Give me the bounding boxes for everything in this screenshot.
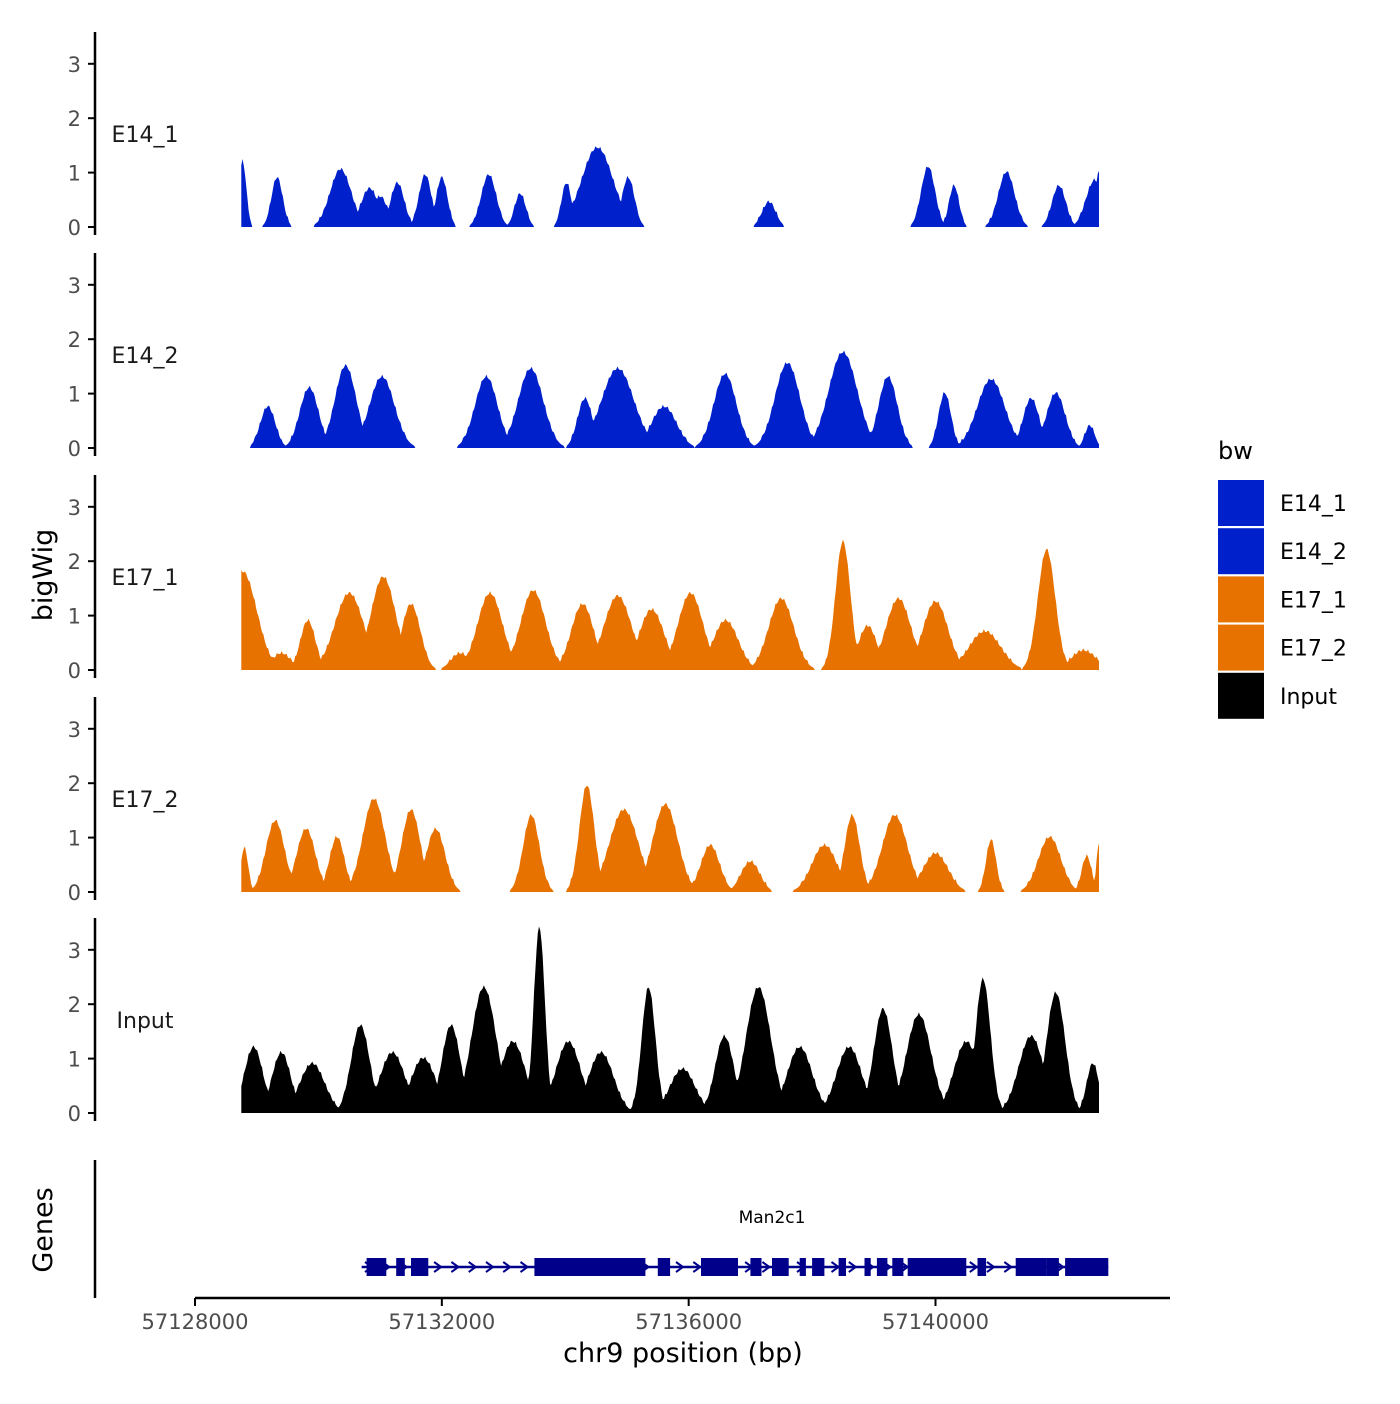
- legend-swatch: [1218, 672, 1264, 719]
- strand-arrow: [848, 1261, 858, 1273]
- y-tick-label: 3: [68, 53, 81, 77]
- exon-block: [907, 1258, 967, 1276]
- legend-entry-e17-1: E17_1: [1218, 576, 1347, 623]
- gene-man2c1: Man2c1: [361, 1208, 1109, 1276]
- legend-entry-input: Input: [1218, 672, 1337, 719]
- y-tick-label: 1: [68, 605, 81, 629]
- y-tick-label: 0: [68, 1102, 81, 1126]
- exon-block: [396, 1258, 405, 1276]
- track-e14-2: 0 1 2 3 E14_2: [68, 253, 1100, 461]
- coverage-area-e14-1: [241, 146, 1100, 227]
- y-tick-label: 0: [68, 659, 81, 683]
- track-label: Input: [117, 1009, 174, 1034]
- strand-arrow: [830, 1261, 841, 1273]
- legend-label: E17_2: [1280, 637, 1347, 662]
- coverage-area-input: [241, 926, 1100, 1113]
- exon-block: [750, 1258, 762, 1276]
- track-label: E17_2: [112, 788, 179, 813]
- y-tick-label: 2: [68, 328, 81, 352]
- exon-block: [411, 1258, 429, 1276]
- exon-block: [534, 1258, 630, 1276]
- exon-block: [864, 1258, 871, 1276]
- y-tick-label: 1: [68, 827, 81, 851]
- exon-block: [838, 1258, 846, 1276]
- y-tick-label: 3: [68, 274, 81, 298]
- strand-arrow: [433, 1261, 443, 1273]
- track-label: E17_1: [112, 566, 179, 591]
- y-tick-label: 1: [68, 162, 81, 186]
- exon-block: [876, 1258, 888, 1276]
- y-tick-label: 2: [68, 550, 81, 574]
- strand-arrow: [1003, 1261, 1014, 1273]
- exon-block: [892, 1258, 904, 1276]
- strand-arrow: [986, 1261, 996, 1273]
- legend-label: E14_1: [1280, 492, 1347, 517]
- x-tick-label: 57128000: [142, 1310, 249, 1334]
- legend-label: Input: [1280, 685, 1337, 710]
- legend-swatch: [1218, 624, 1264, 671]
- legend-entry-e14-1: E14_1: [1218, 480, 1347, 526]
- y-tick-label: 0: [68, 216, 81, 240]
- legend-swatch: [1218, 528, 1264, 575]
- y-tick-label: 2: [68, 993, 81, 1017]
- strand-arrow: [485, 1261, 495, 1273]
- x-axis-title: chr9 position (bp): [563, 1338, 803, 1369]
- y-tick-label: 2: [68, 107, 81, 131]
- coverage-area-e14-2: [241, 350, 1100, 448]
- exon-block: [1065, 1258, 1109, 1276]
- strand-arrow: [468, 1261, 478, 1273]
- exon-block: [812, 1258, 825, 1276]
- y-tick-label: 3: [68, 718, 81, 742]
- y-axis-title: bigWig: [28, 529, 59, 622]
- coverage-area-e17-1: [241, 539, 1100, 670]
- track-input: 0 1 2 3 Input: [68, 918, 1100, 1126]
- strand-arrow: [969, 1261, 979, 1273]
- exon-block: [630, 1258, 646, 1276]
- y-tick-label: 3: [68, 939, 81, 963]
- strand-arrow: [692, 1261, 703, 1273]
- strand-arrow: [761, 1261, 772, 1273]
- track-label: E14_2: [112, 344, 179, 369]
- y-tick-label: 1: [68, 383, 81, 407]
- strand-arrow: [502, 1261, 512, 1273]
- strand-arrow: [675, 1261, 685, 1273]
- y-tick-label: 1: [68, 1048, 81, 1072]
- legend-swatch: [1218, 576, 1264, 623]
- track-label: E14_1: [112, 123, 179, 148]
- exon-block: [1046, 1258, 1059, 1276]
- legend-label: E14_2: [1280, 540, 1347, 565]
- legend-label: E17_1: [1280, 588, 1347, 613]
- legend-entry-e14-2: E14_2: [1218, 528, 1347, 575]
- legend-title: bw: [1218, 437, 1253, 465]
- genes-axis-title: Genes: [28, 1187, 59, 1272]
- exon-block: [657, 1258, 671, 1276]
- gene-label: Man2c1: [739, 1208, 806, 1228]
- y-tick-label: 3: [68, 496, 81, 520]
- strand-arrow: [519, 1261, 530, 1273]
- legend-entry-e17-2: E17_2: [1218, 624, 1347, 671]
- exon-block: [366, 1258, 387, 1276]
- y-tick-label: 2: [68, 772, 81, 796]
- y-tick-label: 0: [68, 437, 81, 461]
- exon-block: [772, 1258, 789, 1276]
- legend-swatch: [1218, 480, 1264, 526]
- track-e17-2: 0 1 2 3 E17_2: [68, 697, 1100, 905]
- x-tick-label: 57140000: [882, 1310, 989, 1334]
- track-e14-1: 0 1 2 3 E14_1: [68, 32, 1100, 240]
- strand-arrow: [450, 1261, 461, 1273]
- exon-block: [701, 1258, 738, 1276]
- x-tick-label: 57136000: [635, 1310, 742, 1334]
- track-e17-1: 0 1 2 3 E17_1: [68, 475, 1100, 683]
- exon-block: [799, 1258, 806, 1276]
- x-tick-label: 57132000: [388, 1310, 495, 1334]
- exon-block: [1015, 1258, 1047, 1276]
- coverage-area-e17-2: [241, 785, 1100, 892]
- y-tick-label: 0: [68, 881, 81, 905]
- exon-block: [977, 1258, 987, 1276]
